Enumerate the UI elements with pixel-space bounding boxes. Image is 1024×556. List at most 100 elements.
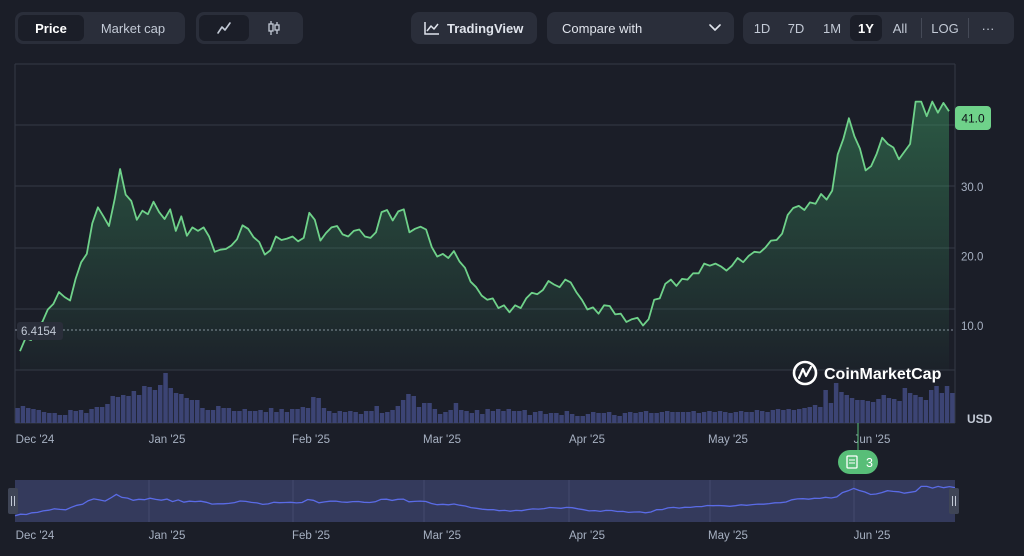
price-tab[interactable]: Price: [18, 15, 84, 41]
log-scale-toggle[interactable]: LOG: [931, 20, 959, 36]
current-value-label: 41.0: [961, 112, 985, 126]
y-tick-label: 20.0: [961, 252, 983, 264]
volume-bar: [136, 395, 142, 423]
volume-bar: [675, 412, 680, 423]
volume-bar: [52, 413, 57, 423]
volume-bar: [902, 388, 908, 423]
volume-bar: [300, 407, 306, 423]
volume-bar: [749, 412, 754, 423]
range-1y[interactable]: 1Y: [850, 15, 882, 41]
volume-bar: [253, 411, 258, 423]
volume-bar: [290, 409, 295, 423]
volume-bar: [775, 409, 781, 423]
volume-bar: [802, 408, 807, 423]
volume-bar: [84, 413, 89, 423]
volume-bar: [712, 412, 717, 423]
volume-bar: [517, 411, 522, 423]
volume-bar: [823, 390, 828, 423]
volume-bar: [99, 407, 105, 423]
volume-bar: [411, 396, 416, 423]
volume-bar: [348, 411, 353, 423]
range-all[interactable]: All: [892, 20, 908, 36]
volume-bar: [31, 409, 36, 423]
volume-bar: [649, 413, 654, 423]
min-value-label: 6.4154: [21, 326, 57, 338]
x-tick-label: Apr '25: [569, 434, 605, 446]
compare-with-label: Compare with: [562, 20, 643, 36]
range-7d[interactable]: 7D: [787, 20, 805, 36]
navigator-x-tick-label: May '25: [708, 530, 748, 542]
volume-bar: [738, 411, 744, 423]
volume-bar: [818, 407, 823, 423]
volume-bar: [670, 412, 675, 423]
volume-bar: [797, 409, 802, 423]
tradingview-icon: [424, 22, 439, 35]
volume-bar: [701, 412, 707, 423]
more-options-button[interactable]: ···: [981, 20, 995, 36]
volume-bar: [427, 403, 432, 423]
min-value-badge: [17, 322, 63, 340]
volume-bar: [305, 408, 311, 423]
volume-bar: [490, 411, 496, 423]
volume-bar: [200, 408, 205, 423]
volume-bar: [892, 399, 897, 423]
volume-bar: [934, 386, 939, 423]
news-badge[interactable]: 3: [838, 423, 878, 474]
range-navigator[interactable]: [8, 480, 959, 522]
navigator-left-handle[interactable]: [8, 488, 18, 514]
line-chart-button[interactable]: [199, 15, 249, 41]
volume-bar: [131, 391, 137, 423]
volume-bar: [242, 409, 247, 423]
volume-bar: [580, 416, 585, 423]
navigator-x-axis: Dec '24 Jan '25 Feb '25 Mar '25 Apr '25 May '…: [16, 530, 891, 542]
compare-with-dropdown[interactable]: Compare with: [547, 12, 734, 44]
volume-bar: [665, 411, 670, 423]
volume-bar: [538, 411, 543, 423]
volume-bar: [754, 410, 760, 423]
volume-bar: [585, 414, 591, 423]
tradingview-label: TradingView: [447, 20, 524, 36]
range-1m[interactable]: 1M: [822, 20, 842, 36]
volume-bar: [786, 409, 791, 423]
candlestick-icon: [268, 21, 280, 35]
volume-bar: [395, 406, 401, 423]
range-1d[interactable]: 1D: [753, 20, 771, 36]
volume-bar: [575, 416, 580, 423]
volume-bar: [929, 390, 934, 423]
volume-bar: [554, 413, 559, 423]
volume-bar: [379, 413, 385, 423]
volume-bar: [643, 411, 649, 423]
tradingview-button[interactable]: TradingView: [411, 12, 537, 44]
volume-bar: [812, 405, 818, 423]
volume-bar: [601, 413, 607, 423]
coinmarketcap-logo-icon: [792, 360, 818, 386]
current-value-badge: [955, 106, 991, 130]
volume-bar: [448, 410, 453, 423]
volume-bar: [363, 411, 369, 423]
volume-bar: [147, 387, 152, 423]
volume-bar: [511, 411, 517, 423]
volume-bar: [179, 394, 184, 423]
volume-bar: [591, 412, 596, 423]
x-tick-label: Dec '24: [16, 434, 55, 446]
volume-bar: [485, 409, 490, 423]
volume-bar: [886, 398, 892, 423]
volume-bar: [464, 411, 469, 423]
volume-bar: [596, 413, 601, 423]
volume-bar: [474, 410, 480, 423]
price-marketcap-toggle: Price Market cap: [15, 12, 185, 44]
volume-bar: [622, 413, 628, 423]
volume-bar: [923, 400, 929, 423]
x-tick-label: Feb '25: [292, 434, 330, 446]
x-tick-label: May '25: [708, 434, 748, 446]
range-divider: [921, 18, 922, 38]
volume-bar: [216, 406, 221, 423]
market-cap-tab[interactable]: Market cap: [100, 20, 166, 36]
candlestick-chart-button[interactable]: [249, 15, 299, 41]
volume-bar: [944, 386, 950, 423]
volume-bar: [443, 412, 448, 423]
navigator-right-handle[interactable]: [949, 488, 959, 514]
volume-bar: [311, 397, 316, 423]
volume-bar: [390, 410, 395, 423]
